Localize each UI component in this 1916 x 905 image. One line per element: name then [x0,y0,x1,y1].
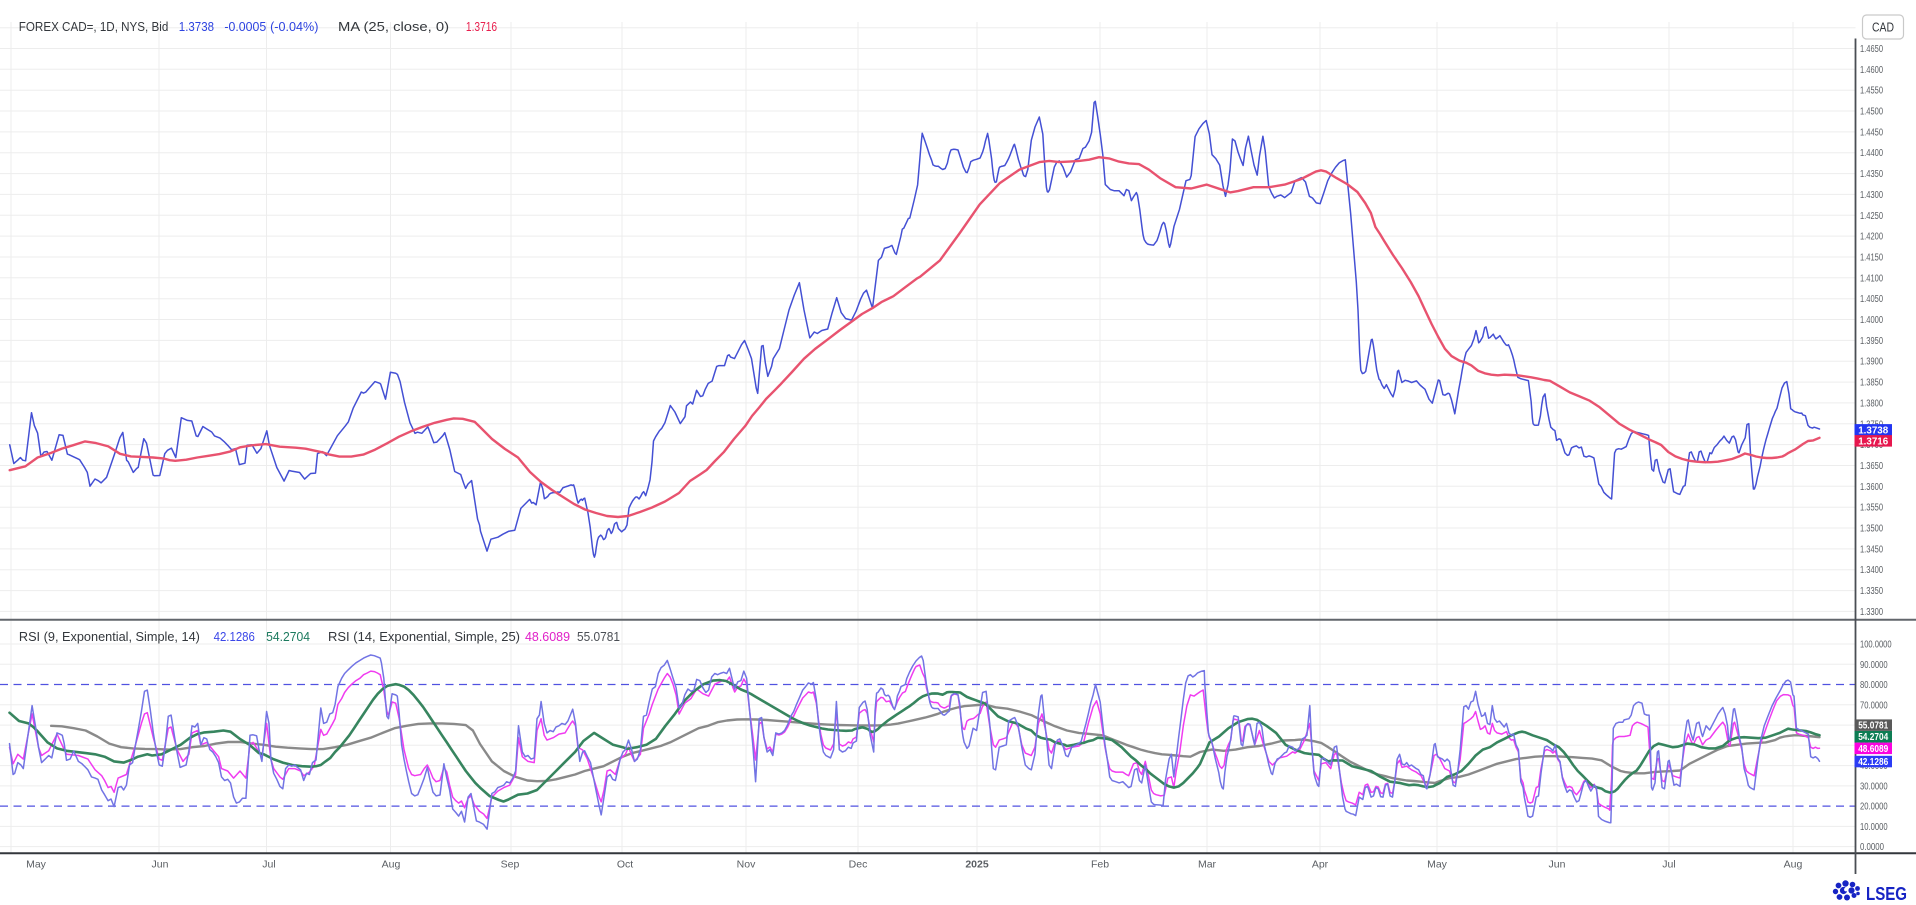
svg-text:Jul: Jul [262,859,275,871]
svg-text:Aug: Aug [1784,859,1803,871]
svg-text:1.3850: 1.3850 [1860,378,1883,389]
svg-text:1.4150: 1.4150 [1860,253,1883,264]
svg-text:1.4600: 1.4600 [1860,65,1883,76]
svg-text:1.3300: 1.3300 [1860,607,1883,618]
svg-text:Sep: Sep [501,859,520,871]
svg-text:Aug: Aug [382,859,401,871]
svg-text:1.4050: 1.4050 [1860,294,1883,305]
svg-text:30.0000: 30.0000 [1860,781,1888,792]
svg-text:1.3650: 1.3650 [1860,461,1883,472]
svg-text:FOREX CAD=, 1D, NYS, Bid: FOREX CAD=, 1D, NYS, Bid [19,19,169,34]
svg-text:Oct: Oct [617,859,633,871]
svg-text:RSI (14, Exponential, Simple,: RSI (14, Exponential, Simple, 25) [328,629,520,644]
svg-text:1.3738: 1.3738 [1858,425,1888,436]
svg-text:May: May [1427,859,1448,871]
svg-text:1.4250: 1.4250 [1860,211,1883,222]
svg-text:1.3450: 1.3450 [1860,544,1883,555]
svg-text:1.3738: 1.3738 [179,19,214,34]
svg-text:80.0000: 80.0000 [1860,680,1888,691]
svg-text:1.4550: 1.4550 [1860,86,1883,97]
svg-text:Mar: Mar [1198,859,1217,871]
svg-text:1.3716: 1.3716 [466,19,497,34]
svg-text:Jun: Jun [152,859,169,871]
svg-text:Apr: Apr [1312,859,1329,871]
svg-text:(-0.04%): (-0.04%) [270,19,318,34]
svg-text:1.3600: 1.3600 [1860,482,1883,493]
svg-text:1.4500: 1.4500 [1860,107,1883,118]
svg-text:Jul: Jul [1662,859,1675,871]
svg-text:MA (25, close, 0): MA (25, close, 0) [338,19,449,34]
svg-text:Feb: Feb [1091,859,1109,871]
svg-text:1.3800: 1.3800 [1860,398,1883,409]
svg-text:0.0000: 0.0000 [1860,842,1884,853]
svg-text:48.6089: 48.6089 [1858,744,1888,755]
svg-text:1.4300: 1.4300 [1860,190,1883,201]
svg-text:55.0781: 55.0781 [1858,721,1888,732]
svg-text:54.2704: 54.2704 [1858,732,1888,743]
svg-text:LSEG: LSEG [1866,884,1907,904]
svg-text:1.3550: 1.3550 [1860,503,1883,514]
svg-text:20.0000: 20.0000 [1860,802,1888,813]
svg-text:1.4400: 1.4400 [1860,148,1883,159]
svg-text:1.4200: 1.4200 [1860,232,1883,243]
svg-text:1.4450: 1.4450 [1860,127,1883,138]
svg-text:2025: 2025 [965,859,989,871]
svg-text:RSI (9, Exponential, Simple, 1: RSI (9, Exponential, Simple, 14) [19,629,200,644]
svg-text:1.4100: 1.4100 [1860,273,1883,284]
svg-text:100.0000: 100.0000 [1860,640,1892,651]
svg-text:Jun: Jun [1549,859,1566,871]
svg-text:90.0000: 90.0000 [1860,660,1888,671]
svg-text:42.1286: 42.1286 [214,629,255,644]
svg-text:1.3350: 1.3350 [1860,586,1883,597]
svg-text:Nov: Nov [737,859,756,871]
svg-text:1.3716: 1.3716 [1858,436,1888,447]
svg-text:1.3400: 1.3400 [1860,565,1883,576]
svg-text:1.4000: 1.4000 [1860,315,1883,326]
svg-text:CAD: CAD [1872,20,1894,35]
svg-text:May: May [26,859,47,871]
svg-text:Dec: Dec [849,859,868,871]
svg-text:1.4350: 1.4350 [1860,169,1883,180]
svg-text:10.0000: 10.0000 [1860,822,1888,833]
svg-text:1.4650: 1.4650 [1860,44,1883,55]
svg-text:55.0781: 55.0781 [577,629,620,644]
svg-text:-0.0005: -0.0005 [224,19,266,34]
svg-text:48.6089: 48.6089 [525,629,570,644]
svg-text:42.1286: 42.1286 [1858,757,1888,768]
svg-text:1.3500: 1.3500 [1860,524,1883,535]
svg-text:1.3950: 1.3950 [1860,336,1883,347]
svg-text:54.2704: 54.2704 [266,629,310,644]
svg-text:1.3900: 1.3900 [1860,357,1883,368]
svg-text:70.0000: 70.0000 [1860,700,1888,711]
